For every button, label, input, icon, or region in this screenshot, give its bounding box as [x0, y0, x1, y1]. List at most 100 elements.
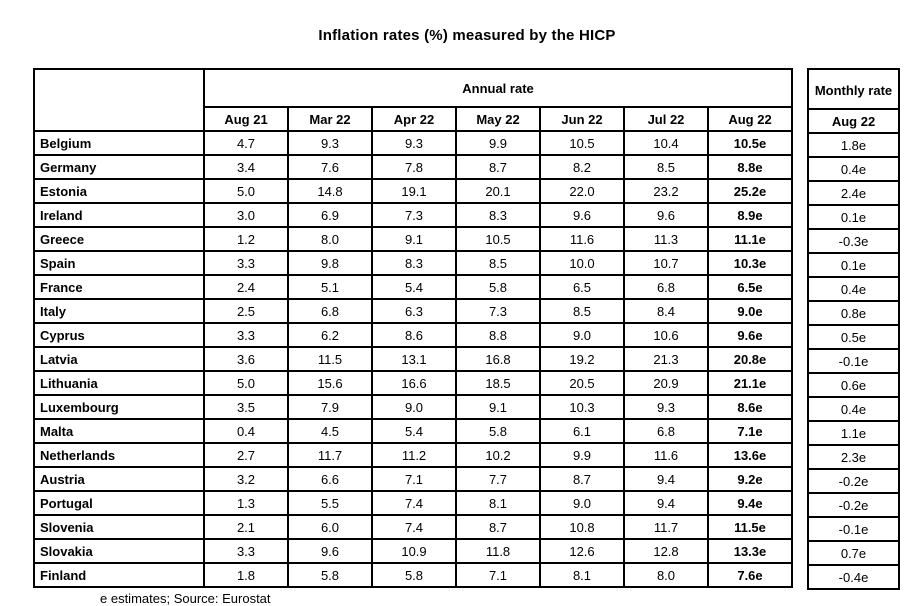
- annual-value-cell: 8.5: [455, 250, 541, 276]
- table-row: Portugal 1.3 5.5 7.4 8.1 9.0 9.4 9.4e: [33, 490, 793, 516]
- annual-value-cell: 8.9e: [707, 202, 793, 228]
- annual-value-cell: 10.0: [539, 250, 625, 276]
- annual-value-cell: 8.5: [623, 154, 709, 180]
- annual-value-cell: 9.2e: [707, 466, 793, 492]
- annual-value-cell: 9.8: [287, 250, 373, 276]
- annual-value-cell: 3.3: [203, 322, 289, 348]
- monthly-value-cell: -0.4e: [807, 564, 900, 590]
- annual-value-cell: 11.2: [371, 442, 457, 468]
- table-row: Estonia 5.0 14.8 19.1 20.1 22.0 23.2 25.2e: [33, 178, 793, 204]
- monthly-col-header-aug22: Aug 22: [807, 108, 900, 134]
- annual-value-cell: 7.9: [287, 394, 373, 420]
- annual-value-cell: 7.3: [455, 298, 541, 324]
- annual-value-cell: 9.4: [623, 490, 709, 516]
- monthly-value-cell: -0.2e: [807, 468, 900, 494]
- annual-value-cell: 9.6: [539, 202, 625, 228]
- monthly-value-cell: 0.5e: [807, 324, 900, 350]
- tables-container: Annual rate Aug 21 Mar 22 Apr 22 May 22 …: [33, 68, 900, 590]
- annual-value-cell: 11.5: [287, 346, 373, 372]
- annual-value-cell: 11.7: [287, 442, 373, 468]
- annual-value-cell: 8.3: [455, 202, 541, 228]
- table-row: Slovakia 3.3 9.6 10.9 11.8 12.6 12.8 13.3e: [33, 538, 793, 564]
- table-row: 2.4e: [807, 180, 900, 206]
- annual-value-cell: 8.0: [287, 226, 373, 252]
- table-row: 0.4e: [807, 276, 900, 302]
- annual-value-cell: 5.4: [371, 274, 457, 300]
- annual-value-cell: 5.8: [287, 562, 373, 588]
- country-cell: Estonia: [33, 178, 205, 204]
- annual-value-cell: 9.0e: [707, 298, 793, 324]
- monthly-column-header-row: Aug 22: [807, 108, 900, 134]
- monthly-value-cell: -0.1e: [807, 516, 900, 542]
- monthly-value-cell: 1.8e: [807, 132, 900, 158]
- annual-value-cell: 9.0: [539, 322, 625, 348]
- table-row: Malta 0.4 4.5 5.4 5.8 6.1 6.8 7.1e: [33, 418, 793, 444]
- annual-value-cell: 4.7: [203, 130, 289, 156]
- annual-value-cell: 8.8: [455, 322, 541, 348]
- annual-value-cell: 2.5: [203, 298, 289, 324]
- annual-value-cell: 5.4: [371, 418, 457, 444]
- annual-value-cell: 14.8: [287, 178, 373, 204]
- annual-value-cell: 7.7: [455, 466, 541, 492]
- country-cell: Cyprus: [33, 322, 205, 348]
- annual-value-cell: 19.2: [539, 346, 625, 372]
- table-row: Latvia 3.6 11.5 13.1 16.8 19.2 21.3 20.8e: [33, 346, 793, 372]
- annual-value-cell: 7.1: [371, 466, 457, 492]
- table-row: 0.1e: [807, 204, 900, 230]
- table-row: Spain 3.3 9.8 8.3 8.5 10.0 10.7 10.3e: [33, 250, 793, 276]
- annual-value-cell: 5.0: [203, 370, 289, 396]
- country-cell: Slovakia: [33, 538, 205, 564]
- annual-value-cell: 18.5: [455, 370, 541, 396]
- col-header-mar22: Mar 22: [287, 106, 373, 132]
- annual-value-cell: 1.2: [203, 226, 289, 252]
- annual-value-cell: 10.3: [539, 394, 625, 420]
- annual-value-cell: 1.8: [203, 562, 289, 588]
- annual-value-cell: 11.7: [623, 514, 709, 540]
- annual-value-cell: 8.8e: [707, 154, 793, 180]
- annual-column-header-row: Aug 21 Mar 22 Apr 22 May 22 Jun 22 Jul 2…: [34, 106, 793, 132]
- col-header-apr22: Apr 22: [371, 106, 457, 132]
- monthly-value-cell: 2.3e: [807, 444, 900, 470]
- annual-value-cell: 9.4e: [707, 490, 793, 516]
- annual-value-cell: 11.1e: [707, 226, 793, 252]
- col-header-jun22: Jun 22: [539, 106, 625, 132]
- annual-value-cell: 8.5: [539, 298, 625, 324]
- annual-value-cell: 9.3: [623, 394, 709, 420]
- table-row: 0.8e: [807, 300, 900, 326]
- annual-value-cell: 2.1: [203, 514, 289, 540]
- annual-value-cell: 10.4: [623, 130, 709, 156]
- annual-value-cell: 7.8: [371, 154, 457, 180]
- annual-value-cell: 8.4: [623, 298, 709, 324]
- table-row: 0.5e: [807, 324, 900, 350]
- annual-value-cell: 16.8: [455, 346, 541, 372]
- annual-value-cell: 5.0: [203, 178, 289, 204]
- annual-value-cell: 8.1: [455, 490, 541, 516]
- annual-value-cell: 7.6: [287, 154, 373, 180]
- annual-value-cell: 21.1e: [707, 370, 793, 396]
- table-row: Austria 3.2 6.6 7.1 7.7 8.7 9.4 9.2e: [33, 466, 793, 492]
- corner-cell: [33, 68, 205, 132]
- annual-value-cell: 9.9: [455, 130, 541, 156]
- annual-value-cell: 9.1: [371, 226, 457, 252]
- annual-rate-group-header: Annual rate: [203, 68, 793, 108]
- annual-value-cell: 5.8: [455, 418, 541, 444]
- annual-value-cell: 10.6: [623, 322, 709, 348]
- country-cell: Belgium: [33, 130, 205, 156]
- country-cell: Spain: [33, 250, 205, 276]
- table-row: Italy 2.5 6.8 6.3 7.3 8.5 8.4 9.0e: [33, 298, 793, 324]
- monthly-value-cell: 0.8e: [807, 300, 900, 326]
- annual-value-cell: 10.3e: [707, 250, 793, 276]
- table-row: 0.1e: [807, 252, 900, 278]
- country-cell: Luxembourg: [33, 394, 205, 420]
- table-row: Luxembourg 3.5 7.9 9.0 9.1 10.3 9.3 8.6e: [33, 394, 793, 420]
- annual-value-cell: 6.8: [623, 418, 709, 444]
- table-row: Lithuania 5.0 15.6 16.6 18.5 20.5 20.9 21.1e: [33, 370, 793, 396]
- annual-value-cell: 8.3: [371, 250, 457, 276]
- annual-value-cell: 9.3: [371, 130, 457, 156]
- table-row: 0.6e: [807, 372, 900, 398]
- annual-value-cell: 6.8: [287, 298, 373, 324]
- annual-value-cell: 6.3: [371, 298, 457, 324]
- annual-value-cell: 11.6: [539, 226, 625, 252]
- table-row: 2.3e: [807, 444, 900, 470]
- annual-value-cell: 3.4: [203, 154, 289, 180]
